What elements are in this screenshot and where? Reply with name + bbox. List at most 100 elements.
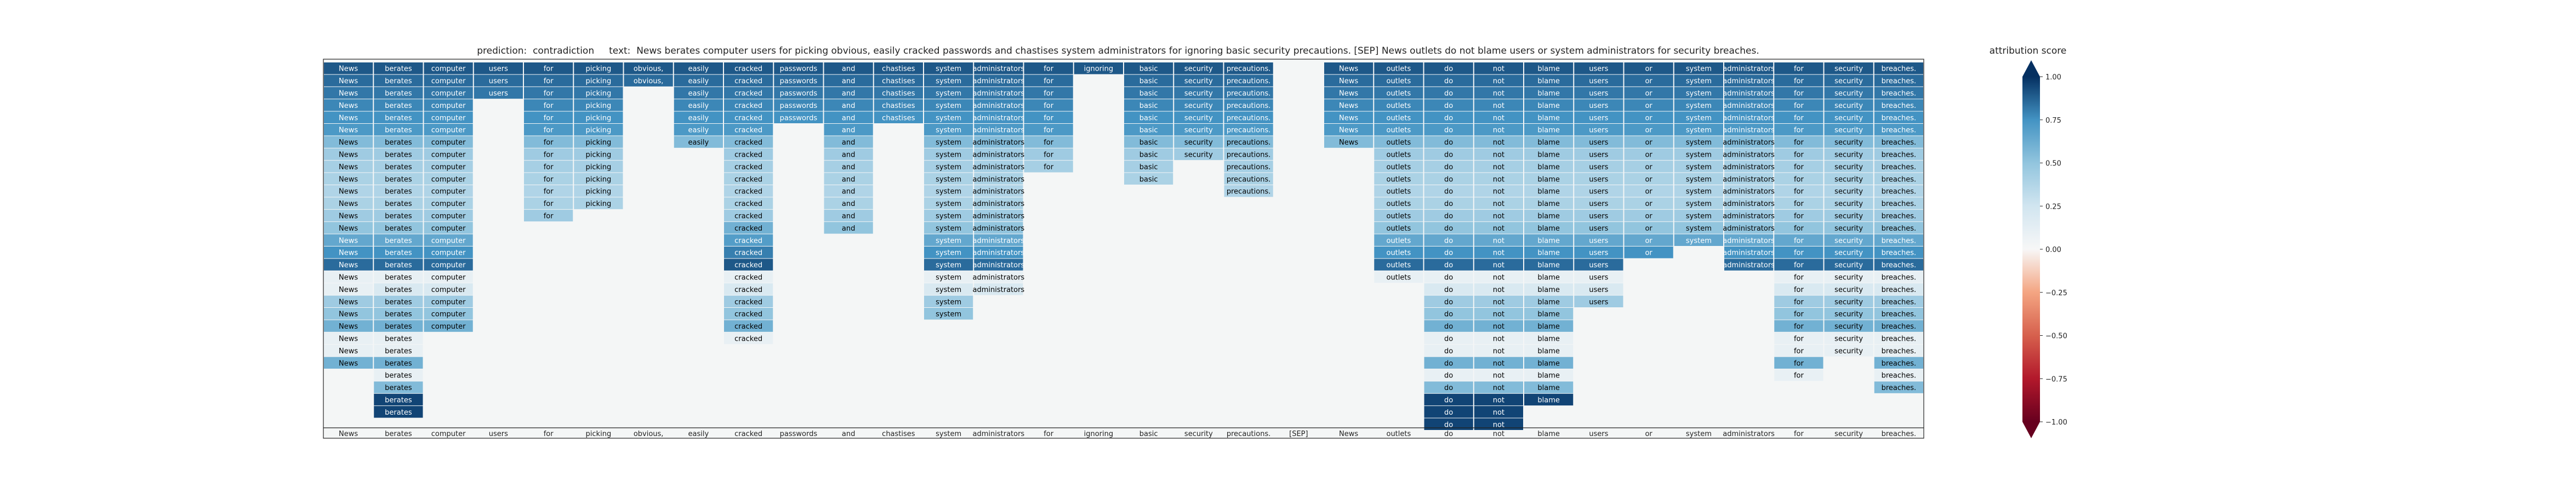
heatmap-cell-label: cracked — [734, 286, 762, 294]
heatmap-cell-label: precautions. — [1227, 114, 1270, 122]
x-tick-label: for — [1794, 430, 1804, 438]
heatmap-cell-label: blame — [1537, 397, 1560, 405]
heatmap-cell-label: computer — [431, 274, 466, 282]
heatmap-cell — [724, 173, 773, 185]
heatmap-cell-label: security — [1834, 77, 1863, 85]
heatmap-cell-label: not — [1493, 151, 1504, 159]
heatmap-cell-label: users — [1589, 237, 1608, 245]
heatmap-cell-label: blame — [1537, 372, 1560, 380]
heatmap-cell — [1474, 222, 1523, 234]
heatmap-cell — [1424, 87, 1473, 99]
heatmap-cell — [1574, 295, 1623, 307]
heatmap-cell-label: chastises — [882, 102, 915, 110]
heatmap-cell — [374, 271, 423, 283]
heatmap-cell-label: system — [936, 286, 961, 294]
heatmap-cell-label: system — [1686, 175, 1712, 184]
heatmap-cell-label: precautions. — [1227, 102, 1270, 110]
heatmap-cell — [1524, 197, 1574, 209]
heatmap-cell — [1424, 111, 1473, 123]
heatmap-cell-label: administrators — [973, 114, 1025, 122]
heatmap-cell — [1474, 332, 1523, 345]
heatmap-cell — [1574, 271, 1623, 283]
heatmap-cell — [1874, 369, 1923, 381]
heatmap-cell — [1224, 185, 1273, 197]
heatmap-cell-label: News — [339, 139, 358, 147]
heatmap-cell-label: security — [1834, 163, 1863, 171]
heatmap-cell-label: or — [1645, 114, 1652, 122]
heatmap-cell-label: picking — [586, 65, 612, 73]
heatmap-cell-label: outlets — [1386, 237, 1411, 245]
x-tick-label: [SEP] — [1289, 430, 1308, 438]
heatmap-cell — [1024, 74, 1073, 87]
heatmap-cell-label: News — [339, 163, 358, 171]
heatmap-cell-label: blame — [1537, 311, 1560, 319]
heatmap-cell — [1474, 271, 1523, 283]
heatmap-cell-label: administrators — [1723, 261, 1775, 270]
heatmap-cell — [974, 160, 1023, 173]
heatmap-cell-label: and — [842, 163, 855, 171]
heatmap-cell — [1874, 74, 1923, 87]
heatmap-cell — [974, 148, 1023, 160]
heatmap-cell — [374, 124, 423, 136]
heatmap-cell-label: not — [1493, 213, 1504, 221]
heatmap-cell-label: for — [1794, 225, 1804, 233]
heatmap-cell-label: berates — [385, 225, 412, 233]
heatmap-cell-label: do — [1444, 188, 1453, 196]
heatmap-cell — [824, 136, 873, 148]
heatmap-cell-label: blame — [1537, 200, 1560, 208]
title-prediction-prefix: prediction: — [477, 45, 533, 56]
heatmap-cell — [1524, 332, 1574, 345]
heatmap-cell — [1724, 209, 1774, 222]
heatmap-cell — [1574, 222, 1623, 234]
heatmap-cell-label: do — [1444, 237, 1453, 245]
heatmap-cell — [1724, 222, 1774, 234]
heatmap-cell-label: basic — [1139, 90, 1158, 98]
heatmap-cell-label: breaches. — [1882, 384, 1917, 392]
heatmap-cell — [1174, 136, 1223, 148]
heatmap-cell-label: system — [936, 163, 961, 171]
heatmap-cell — [1474, 418, 1523, 430]
heatmap-cell — [1424, 160, 1473, 173]
heatmap-cell — [1124, 62, 1173, 74]
heatmap-cell — [474, 62, 523, 74]
heatmap-cell-label: administrators — [1723, 225, 1775, 233]
heatmap-cell-label: precautions. — [1227, 77, 1270, 85]
heatmap-cell — [324, 62, 373, 74]
heatmap-cell-label: administrators — [973, 102, 1025, 110]
heatmap-cell-label: cracked — [734, 311, 762, 319]
heatmap-cell — [1574, 148, 1623, 160]
heatmap-cell-label: and — [842, 175, 855, 184]
heatmap-cell-label: and — [842, 77, 855, 85]
heatmap-cell — [374, 332, 423, 345]
heatmap-cell — [1374, 99, 1423, 111]
heatmap-cell — [924, 234, 973, 246]
heatmap-cell — [1824, 259, 1873, 271]
heatmap-cell-label: security — [1834, 237, 1863, 245]
heatmap-cell-label: not — [1493, 175, 1504, 184]
heatmap-cell — [624, 74, 673, 87]
heatmap-cell-label: basic — [1139, 139, 1158, 147]
heatmap-cell-label: users — [1589, 200, 1608, 208]
heatmap-cell-label: breaches. — [1882, 274, 1917, 282]
heatmap-cell — [824, 160, 873, 173]
heatmap-cell-label: for — [1794, 127, 1804, 135]
x-tick-label: berates — [385, 430, 412, 438]
heatmap-cell — [1724, 136, 1774, 148]
heatmap-cell — [774, 74, 823, 87]
heatmap-cell — [1474, 136, 1523, 148]
heatmap-cell — [1824, 160, 1873, 173]
heatmap-cell-label: administrators — [1723, 90, 1775, 98]
heatmap-cell — [1024, 99, 1073, 111]
heatmap-cell — [1324, 111, 1374, 123]
heatmap-cell-label: blame — [1537, 213, 1560, 221]
heatmap-cell-label: berates — [385, 200, 412, 208]
heatmap-cell-label: berates — [385, 409, 412, 417]
heatmap-cell — [1174, 124, 1223, 136]
heatmap-cell — [1074, 62, 1123, 74]
heatmap-cell — [324, 283, 373, 295]
heatmap-cell-label: easily — [688, 90, 709, 98]
heatmap-cell-label: blame — [1537, 90, 1560, 98]
x-tick-label: precautions. — [1227, 430, 1270, 438]
heatmap-cell-label: security — [1834, 335, 1863, 343]
heatmap-cell — [924, 259, 973, 271]
